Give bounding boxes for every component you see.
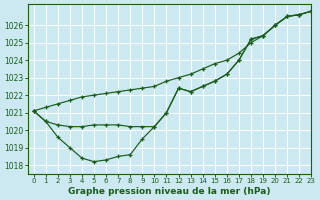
X-axis label: Graphe pression niveau de la mer (hPa): Graphe pression niveau de la mer (hPa): [68, 187, 271, 196]
